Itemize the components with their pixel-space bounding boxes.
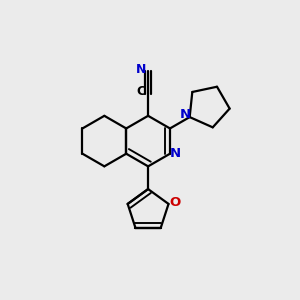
Text: N: N <box>170 147 181 160</box>
Text: N: N <box>180 108 191 121</box>
Text: O: O <box>169 196 180 209</box>
Text: N: N <box>136 63 146 76</box>
Text: C: C <box>136 85 145 98</box>
